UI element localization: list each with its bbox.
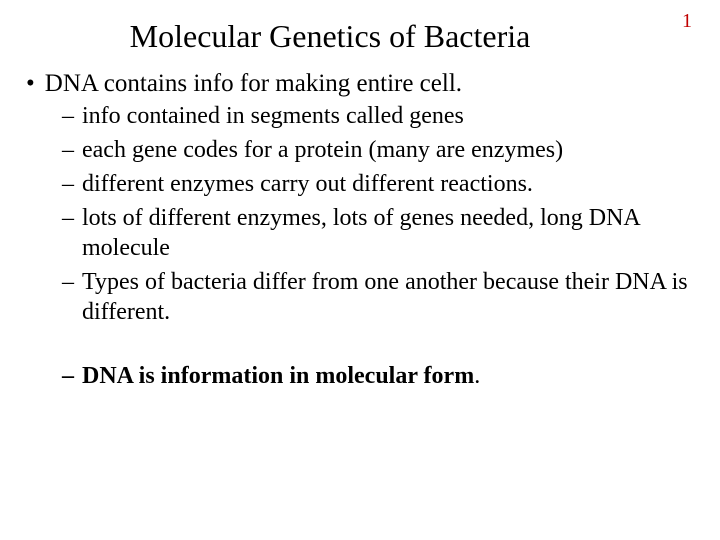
bullet-level2: – lots of different enzymes, lots of gen… <box>62 203 690 263</box>
bullet-marker: – <box>62 267 74 297</box>
slide-title: Molecular Genetics of Bacteria <box>0 0 720 69</box>
spacer <box>20 331 690 361</box>
bullet-text: each gene codes for a protein (many are … <box>82 135 563 165</box>
bullet-marker: • <box>26 69 35 99</box>
bullet-text: DNA contains info for making entire cell… <box>45 69 462 99</box>
bullet-level1: • DNA contains info for making entire ce… <box>20 69 690 99</box>
bullet-level2: – each gene codes for a protein (many ar… <box>62 135 690 165</box>
bullet-level2: – Types of bacteria differ from one anot… <box>62 267 690 327</box>
bullet-marker: – <box>62 169 74 199</box>
bullet-text: different enzymes carry out different re… <box>82 169 533 199</box>
bullet-text: lots of different enzymes, lots of genes… <box>82 203 690 263</box>
slide-content: • DNA contains info for making entire ce… <box>0 69 720 391</box>
bullet-marker: – <box>62 135 74 165</box>
bullet-level2: – info contained in segments called gene… <box>62 101 690 131</box>
page-number: 1 <box>682 10 692 33</box>
bullet-marker: – <box>62 203 74 233</box>
bullet-level2: – DNA is information in molecular form. <box>62 361 690 391</box>
bullet-text: Types of bacteria differ from one anothe… <box>82 267 690 327</box>
bullet-marker: – <box>62 361 74 391</box>
bullet-text: DNA is information in molecular form. <box>82 361 480 391</box>
bullet-marker: – <box>62 101 74 131</box>
bullet-text: info contained in segments called genes <box>82 101 464 131</box>
bullet-level2: – different enzymes carry out different … <box>62 169 690 199</box>
